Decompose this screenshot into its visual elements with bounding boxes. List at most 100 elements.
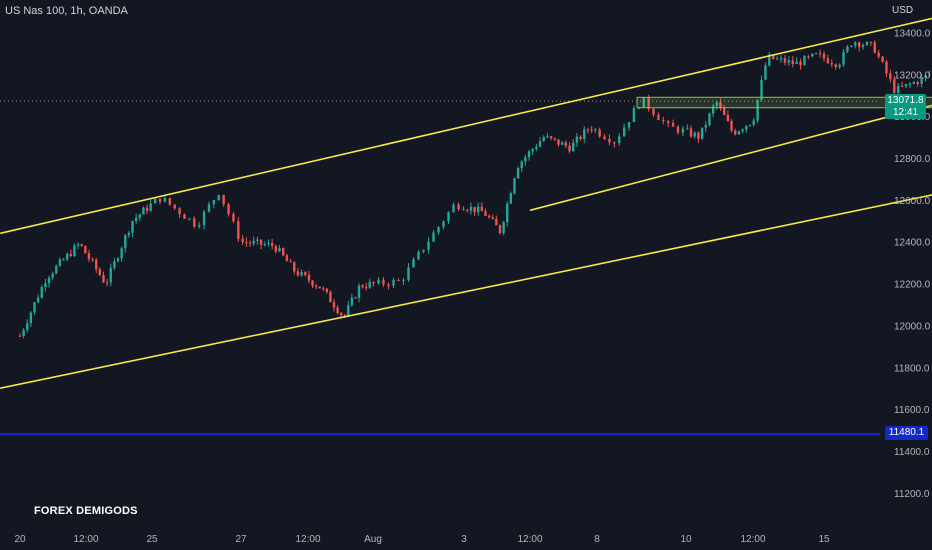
- candle-body: [296, 271, 300, 276]
- lower-channel-line: [0, 194, 932, 389]
- candle-body: [834, 64, 837, 67]
- candle-body: [217, 194, 220, 201]
- candle-body: [737, 131, 741, 135]
- candle-body: [314, 285, 318, 287]
- candle-body: [282, 248, 285, 256]
- candle-body: [579, 136, 582, 139]
- candle-body: [80, 244, 83, 246]
- candle-body: [632, 108, 636, 122]
- candle-body: [498, 225, 502, 233]
- candle-body: [846, 46, 849, 52]
- candle-body: [22, 329, 25, 336]
- candle-body: [336, 307, 339, 314]
- candle-body: [889, 73, 892, 80]
- candle-body: [857, 42, 861, 47]
- candle-body: [188, 218, 191, 220]
- candle-body: [73, 245, 76, 257]
- candle-body: [608, 139, 611, 143]
- candle-body: [689, 128, 693, 137]
- candle-body: [885, 61, 888, 74]
- candle-body: [657, 114, 660, 121]
- time-tick-label: 12:00: [517, 534, 542, 545]
- candle-body: [98, 269, 102, 276]
- candle-body: [29, 312, 33, 324]
- candle-body: [594, 129, 597, 131]
- candle-body: [437, 226, 440, 233]
- time-tick-label: 25: [146, 534, 158, 545]
- candle-body: [382, 279, 385, 285]
- candle-body: [549, 136, 553, 139]
- time-tick-label: 12:00: [740, 534, 765, 545]
- candle-body: [618, 136, 621, 144]
- price-tick-label: 11800.0: [894, 363, 930, 374]
- candle-body: [102, 275, 105, 283]
- candle-body: [741, 129, 744, 132]
- time-tick-label: 8: [594, 534, 600, 545]
- bar-countdown: 12:41: [892, 107, 919, 118]
- candle-body: [553, 138, 556, 140]
- candle-body: [442, 221, 445, 227]
- candle-body: [756, 99, 759, 121]
- candle-body: [65, 253, 69, 260]
- candle-body: [285, 255, 289, 262]
- candle-body: [447, 212, 450, 222]
- candle-body: [407, 267, 410, 280]
- candle-body: [811, 53, 814, 57]
- time-tick-label: Aug: [364, 534, 382, 545]
- candle-body: [531, 149, 534, 152]
- candle-body: [377, 279, 380, 284]
- candle-body: [354, 297, 357, 299]
- candle-body: [329, 291, 332, 303]
- candle-body: [603, 136, 606, 140]
- candle-body: [197, 225, 201, 227]
- candle-body: [575, 136, 579, 143]
- candle-body: [343, 314, 346, 316]
- candle-body: [908, 83, 912, 85]
- candle-body: [173, 204, 176, 209]
- candle-body: [222, 194, 225, 205]
- candle-body: [227, 204, 230, 215]
- candle-body: [760, 79, 763, 100]
- price-tick-label: 13400.0: [894, 28, 931, 39]
- symbol-title[interactable]: US Nas 100, 1h, OANDA: [5, 5, 128, 17]
- candle-body: [704, 125, 707, 128]
- price-axis[interactable]: 11200.0 11400.0 11600.0 11800.0 12000.0 12200…: [894, 28, 931, 499]
- candle-body: [693, 132, 696, 137]
- candle-body: [193, 218, 196, 227]
- candle-body: [476, 206, 480, 213]
- candle-body: [44, 283, 47, 288]
- candle-body: [818, 53, 822, 55]
- candle-body: [795, 61, 798, 65]
- candle-body: [642, 97, 645, 108]
- price-tick-label: 12800.0: [894, 154, 931, 165]
- current-price-value: 13071.8: [887, 95, 924, 106]
- candle-body: [730, 121, 733, 131]
- price-tick-label: 12400.0: [894, 238, 931, 249]
- candle-body: [142, 207, 145, 215]
- candle-body: [662, 120, 665, 122]
- time-axis[interactable]: 20 12:00 25 27 12:00 Aug 3 12:00 8 10 12:00 15: [14, 534, 830, 545]
- candle-body: [807, 56, 810, 58]
- candle-body: [787, 60, 791, 63]
- candle-body: [564, 142, 568, 146]
- candle-body: [613, 142, 616, 144]
- candle-body: [278, 248, 281, 252]
- candle-body: [764, 65, 767, 80]
- upper-channel-line: [0, 17, 932, 235]
- candle-body: [311, 280, 314, 286]
- candle-body: [109, 267, 112, 283]
- candle-body: [145, 207, 149, 211]
- candle-body: [212, 200, 216, 205]
- candle-body: [62, 259, 65, 261]
- candle-body: [149, 203, 152, 211]
- candle-body: [928, 74, 931, 76]
- candle-body: [397, 280, 400, 282]
- price-tick-label: 11200.0: [894, 489, 930, 500]
- candle-body: [748, 124, 752, 126]
- candle-body: [590, 129, 593, 131]
- candle-body: [202, 211, 206, 226]
- candle-body: [252, 240, 255, 244]
- candle-body: [124, 235, 127, 249]
- candle-body: [256, 239, 259, 241]
